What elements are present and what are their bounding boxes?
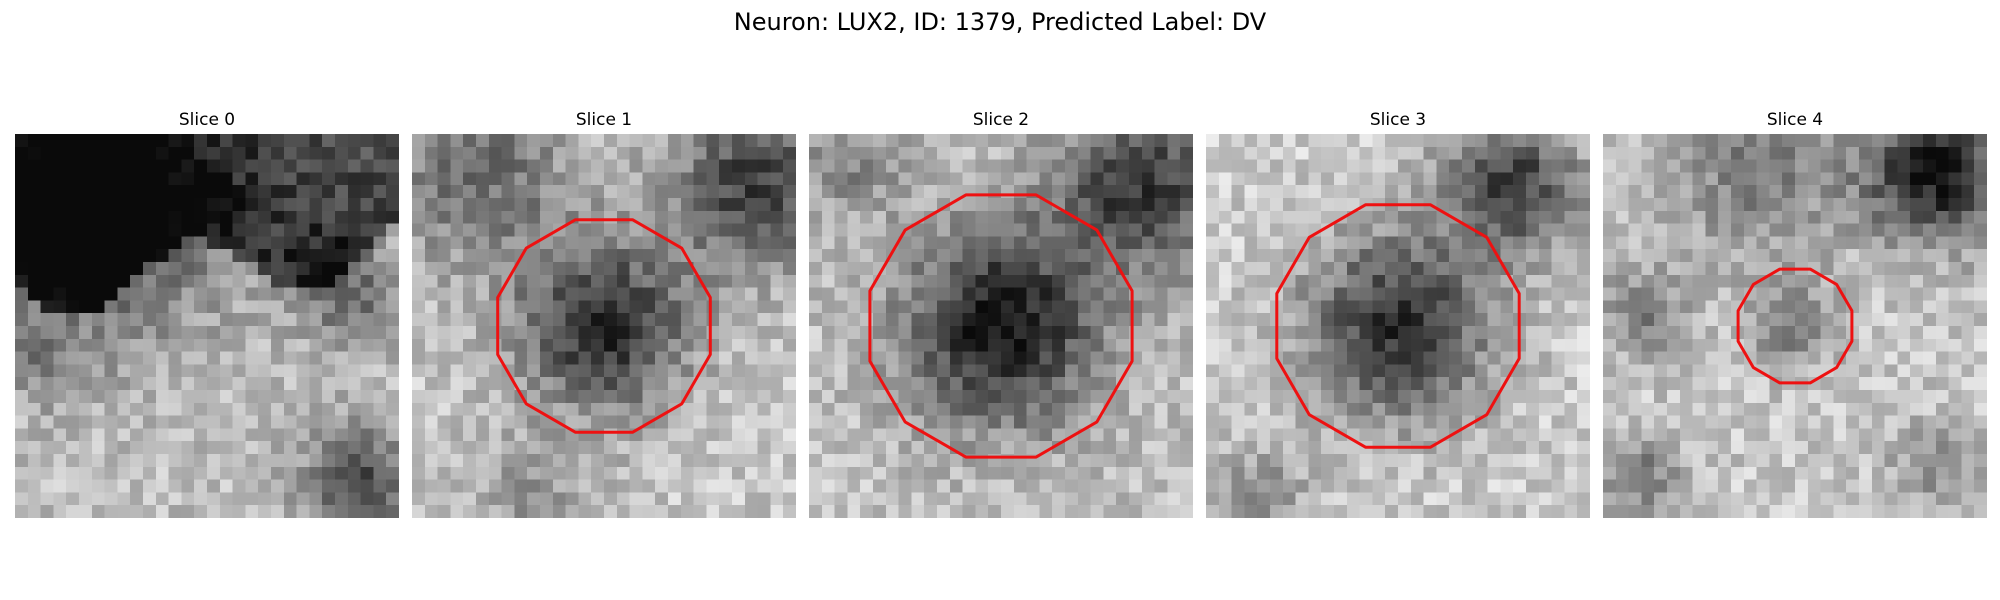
cell-outline — [15, 134, 399, 518]
cell-boundary-polygon — [1275, 203, 1521, 449]
cell-outline — [1275, 203, 1521, 449]
cell-outline — [496, 218, 712, 434]
cell-boundary-polygon — [1736, 267, 1854, 385]
figure-title: Neuron: LUX2, ID: 1379, Predicted Label:… — [733, 8, 1267, 36]
slice-image — [809, 134, 1193, 518]
slice-title: Slice 4 — [1766, 110, 1824, 130]
slice-image — [412, 134, 796, 518]
slice-image — [1206, 134, 1590, 518]
cell-boundary-polygon — [868, 193, 1134, 459]
slice-title: Slice 2 — [972, 110, 1030, 130]
slice-title: Slice 3 — [1369, 110, 1427, 130]
cell-boundary-polygon — [496, 218, 712, 434]
slice-title: Slice 0 — [178, 110, 236, 130]
microscopy-tile — [1603, 134, 1987, 518]
microscopy-tile — [809, 134, 1193, 518]
microscopy-tile — [1206, 134, 1590, 518]
slice-image — [1603, 134, 1987, 518]
slice-image — [15, 134, 399, 518]
slice-title: Slice 1 — [575, 110, 633, 130]
microscopy-tile — [412, 134, 796, 518]
cell-outline — [1736, 267, 1854, 385]
cell-outline — [868, 193, 1134, 459]
microscopy-tile — [15, 134, 399, 518]
